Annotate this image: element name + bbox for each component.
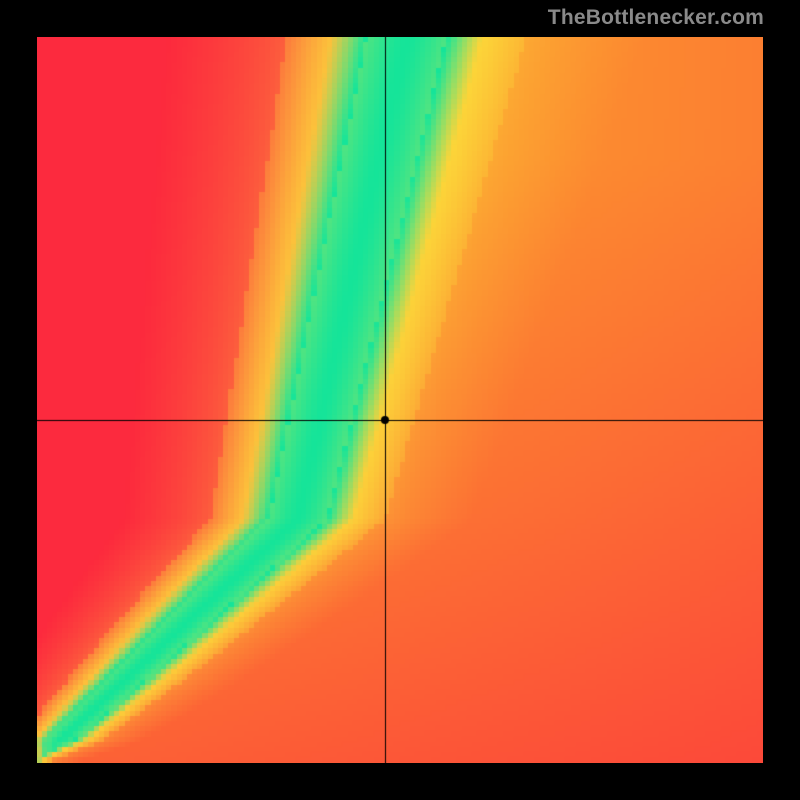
chart-container: { "canvas": { "width": 800, "height": 80… <box>0 0 800 800</box>
plot-area <box>37 37 763 763</box>
heatmap-canvas <box>37 37 763 763</box>
watermark-text: TheBottlenecker.com <box>548 6 764 30</box>
